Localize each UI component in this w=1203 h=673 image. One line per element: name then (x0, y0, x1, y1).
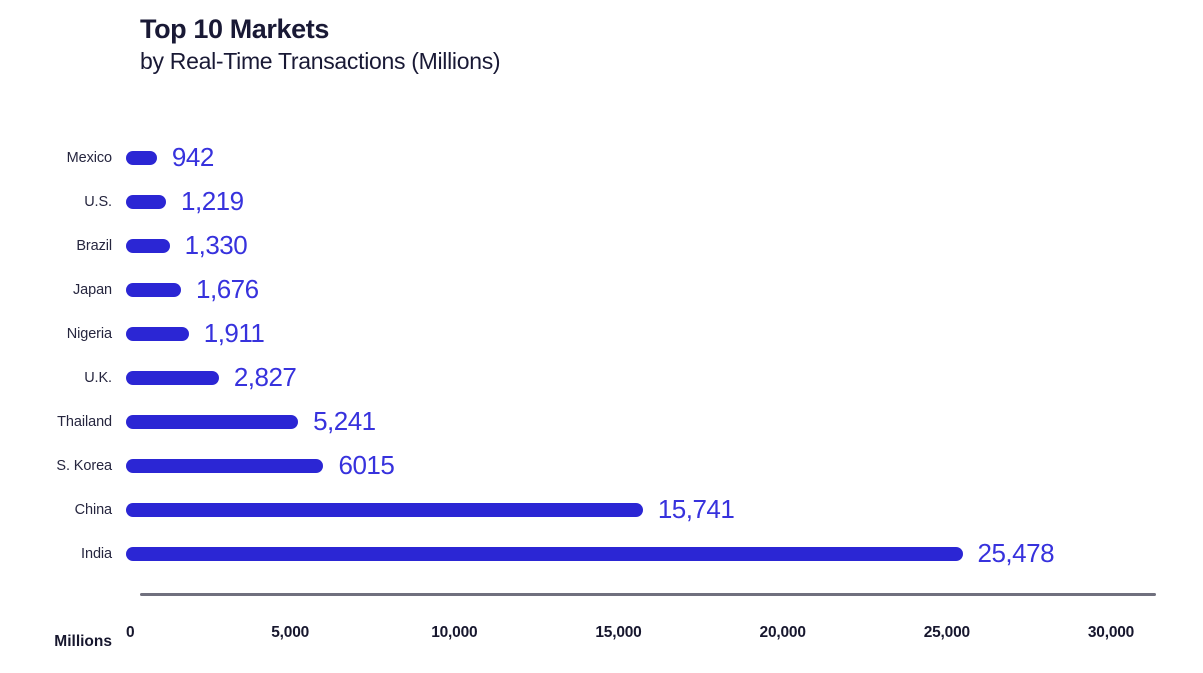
x-axis-tick: 20,000 (759, 623, 806, 641)
x-axis-ticks: 0 5,000 10,000 15,000 20,000 25,000 30,000 (126, 623, 1134, 646)
chart-header: Top 10 Markets by Real-Time Transactions… (140, 14, 1203, 76)
chart-title: Top 10 Markets (140, 14, 329, 44)
row-plot: 1,330 (126, 230, 1111, 261)
row-plot: 2,827 (126, 362, 1111, 393)
bar-row: Mexico 942 (0, 136, 1203, 180)
bar-rows: Mexico 942 U.S. 1,219 Brazil 1,330 Japan… (0, 136, 1203, 576)
row-plot: 1,676 (126, 274, 1111, 305)
bar-row: Brazil 1,330 (0, 224, 1203, 268)
value-label: 5,241 (313, 406, 376, 437)
bar (126, 414, 299, 429)
bar-row: S. Korea 6015 (0, 444, 1203, 488)
value-label: 1,219 (181, 186, 244, 217)
row-plot: 1,219 (126, 186, 1111, 217)
x-axis-tick: 15,000 (595, 623, 642, 641)
bar (126, 370, 219, 385)
bar (126, 238, 170, 253)
category-label: U.K. (84, 369, 112, 386)
bar-row: U.S. 1,219 (0, 180, 1203, 224)
bar (126, 326, 189, 341)
bar-row: Japan 1,676 (0, 268, 1203, 312)
category-label: Japan (72, 281, 112, 298)
bar-row: India 25,478 (0, 532, 1203, 576)
bar (126, 194, 167, 209)
value-label: 1,330 (184, 230, 248, 261)
value-label: 1,911 (203, 318, 265, 349)
bar-row: U.K. 2,827 (0, 356, 1203, 400)
bar (126, 458, 324, 473)
bar-row: Thailand 5,241 (0, 400, 1203, 444)
value-label: 25,478 (977, 538, 1055, 569)
value-label: 15,741 (657, 494, 735, 525)
category-label: S. Korea (56, 457, 112, 474)
row-plot: 15,741 (126, 494, 1111, 525)
bar (126, 282, 182, 297)
bar-row: China 15,741 (0, 488, 1203, 532)
value-label: 942 (171, 142, 214, 173)
x-axis-tick: 30,000 (1087, 623, 1135, 641)
category-label: U.S. (84, 193, 112, 210)
category-label: Brazil (76, 237, 112, 254)
value-label: 1,676 (196, 274, 259, 305)
x-axis-tick: 0 (126, 623, 135, 641)
x-axis-unit-label: Millions (54, 632, 112, 650)
row-plot: 1,911 (126, 318, 1111, 349)
x-axis: Millions 0 5,000 10,000 15,000 20,000 25,000 3… (0, 624, 1203, 651)
chart-subtitle: by Real-Time Transactions (Millions) (140, 48, 501, 75)
category-label: Thailand (57, 413, 112, 430)
bar-row: Nigeria 1,911 (0, 312, 1203, 356)
category-label: Nigeria (66, 325, 112, 342)
bar (126, 150, 157, 165)
x-axis-tick: 5,000 (271, 623, 310, 641)
bar (126, 502, 643, 517)
value-label: 6015 (338, 450, 395, 481)
row-plot: 25,478 (126, 538, 1111, 569)
row-plot: 942 (126, 142, 1111, 173)
bar (126, 546, 963, 561)
value-label: 2,827 (233, 362, 297, 393)
category-label: Mexico (66, 149, 112, 166)
x-axis-tick: 10,000 (431, 623, 478, 641)
x-axis-tick: 25,000 (923, 623, 970, 641)
x-axis-line (140, 592, 1156, 596)
row-plot: 5,241 (126, 406, 1111, 437)
row-plot: 6015 (126, 450, 1111, 481)
category-label: China (74, 501, 112, 518)
category-label: India (81, 545, 112, 562)
